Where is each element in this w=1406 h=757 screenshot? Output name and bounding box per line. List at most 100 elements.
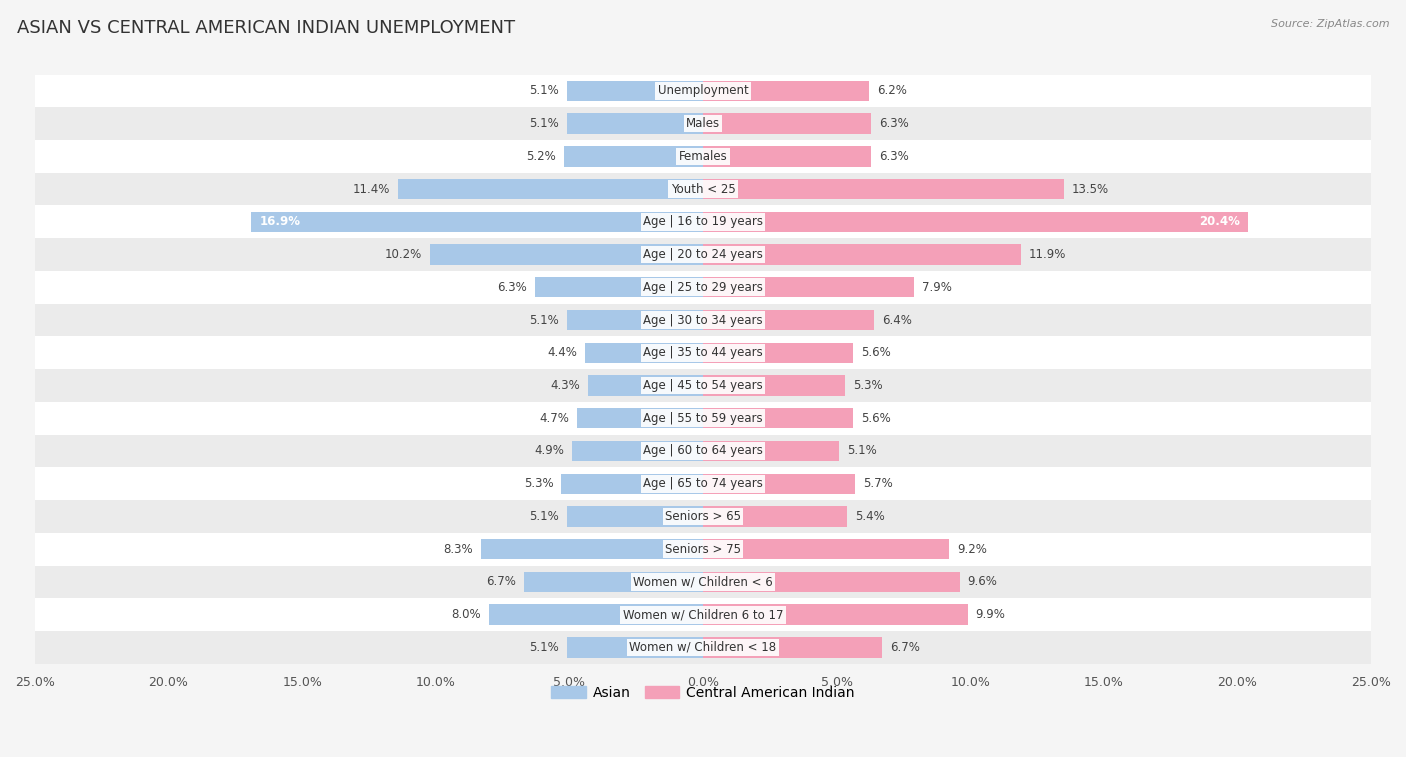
Bar bbox=[703, 375, 845, 396]
Bar bbox=[35, 238, 1371, 271]
Bar bbox=[703, 506, 848, 527]
Text: Age | 45 to 54 years: Age | 45 to 54 years bbox=[643, 379, 763, 392]
Bar bbox=[703, 277, 914, 298]
Bar bbox=[703, 81, 869, 101]
Bar bbox=[35, 598, 1371, 631]
Text: Age | 55 to 59 years: Age | 55 to 59 years bbox=[643, 412, 763, 425]
Bar bbox=[567, 637, 703, 658]
Text: Age | 25 to 29 years: Age | 25 to 29 years bbox=[643, 281, 763, 294]
Bar bbox=[561, 474, 703, 494]
Text: 5.2%: 5.2% bbox=[526, 150, 555, 163]
Bar bbox=[35, 631, 1371, 664]
Text: Source: ZipAtlas.com: Source: ZipAtlas.com bbox=[1271, 19, 1389, 29]
Bar bbox=[35, 173, 1371, 205]
Bar bbox=[35, 304, 1371, 336]
Bar bbox=[398, 179, 703, 199]
Bar bbox=[703, 605, 967, 625]
Bar bbox=[703, 146, 872, 167]
Text: Age | 65 to 74 years: Age | 65 to 74 years bbox=[643, 477, 763, 491]
Text: 5.1%: 5.1% bbox=[529, 510, 558, 523]
Bar bbox=[703, 212, 1249, 232]
Bar bbox=[35, 140, 1371, 173]
Text: 5.1%: 5.1% bbox=[529, 117, 558, 130]
Text: 9.9%: 9.9% bbox=[976, 608, 1005, 621]
Text: ASIAN VS CENTRAL AMERICAN INDIAN UNEMPLOYMENT: ASIAN VS CENTRAL AMERICAN INDIAN UNEMPLO… bbox=[17, 19, 515, 37]
Bar bbox=[35, 467, 1371, 500]
Text: 8.0%: 8.0% bbox=[451, 608, 481, 621]
Text: Age | 16 to 19 years: Age | 16 to 19 years bbox=[643, 215, 763, 229]
Bar bbox=[252, 212, 703, 232]
Bar bbox=[35, 402, 1371, 435]
Legend: Asian, Central American Indian: Asian, Central American Indian bbox=[546, 681, 860, 706]
Bar bbox=[703, 474, 855, 494]
Text: Age | 30 to 34 years: Age | 30 to 34 years bbox=[643, 313, 763, 326]
Text: 6.7%: 6.7% bbox=[890, 641, 920, 654]
Text: Age | 60 to 64 years: Age | 60 to 64 years bbox=[643, 444, 763, 457]
Text: 6.3%: 6.3% bbox=[879, 150, 910, 163]
Text: 4.4%: 4.4% bbox=[547, 346, 578, 360]
Text: 20.4%: 20.4% bbox=[1199, 215, 1240, 229]
Bar bbox=[578, 408, 703, 428]
Bar bbox=[35, 271, 1371, 304]
Bar bbox=[35, 369, 1371, 402]
Bar bbox=[567, 310, 703, 330]
Text: Age | 20 to 24 years: Age | 20 to 24 years bbox=[643, 248, 763, 261]
Bar bbox=[35, 565, 1371, 598]
Bar bbox=[430, 245, 703, 265]
Bar bbox=[35, 74, 1371, 107]
Text: 8.3%: 8.3% bbox=[443, 543, 474, 556]
Text: 6.2%: 6.2% bbox=[877, 84, 907, 98]
Text: 11.9%: 11.9% bbox=[1029, 248, 1066, 261]
Text: 4.3%: 4.3% bbox=[550, 379, 581, 392]
Bar bbox=[585, 343, 703, 363]
Bar bbox=[703, 408, 852, 428]
Text: Males: Males bbox=[686, 117, 720, 130]
Bar bbox=[35, 533, 1371, 565]
Text: 16.9%: 16.9% bbox=[259, 215, 301, 229]
Bar bbox=[588, 375, 703, 396]
Text: 9.6%: 9.6% bbox=[967, 575, 997, 588]
Bar bbox=[703, 572, 959, 592]
Bar bbox=[703, 245, 1021, 265]
Text: 13.5%: 13.5% bbox=[1071, 182, 1109, 195]
Text: 4.9%: 4.9% bbox=[534, 444, 564, 457]
Bar bbox=[703, 539, 949, 559]
Bar bbox=[481, 539, 703, 559]
Text: 4.7%: 4.7% bbox=[540, 412, 569, 425]
Text: 6.7%: 6.7% bbox=[486, 575, 516, 588]
Bar bbox=[703, 441, 839, 461]
Text: Women w/ Children < 18: Women w/ Children < 18 bbox=[630, 641, 776, 654]
Bar bbox=[567, 114, 703, 134]
Text: 5.3%: 5.3% bbox=[523, 477, 554, 491]
Text: 5.4%: 5.4% bbox=[855, 510, 884, 523]
Text: 5.1%: 5.1% bbox=[529, 641, 558, 654]
Bar bbox=[534, 277, 703, 298]
Text: Females: Females bbox=[679, 150, 727, 163]
Text: 11.4%: 11.4% bbox=[353, 182, 391, 195]
Text: 5.1%: 5.1% bbox=[848, 444, 877, 457]
Bar bbox=[564, 146, 703, 167]
Bar bbox=[35, 205, 1371, 238]
Text: Women w/ Children < 6: Women w/ Children < 6 bbox=[633, 575, 773, 588]
Text: 6.3%: 6.3% bbox=[879, 117, 910, 130]
Bar bbox=[35, 435, 1371, 467]
Text: 5.7%: 5.7% bbox=[863, 477, 893, 491]
Bar bbox=[35, 107, 1371, 140]
Bar bbox=[572, 441, 703, 461]
Text: 6.3%: 6.3% bbox=[496, 281, 527, 294]
Text: 5.6%: 5.6% bbox=[860, 412, 890, 425]
Text: 9.2%: 9.2% bbox=[957, 543, 987, 556]
Bar bbox=[703, 637, 882, 658]
Bar bbox=[567, 506, 703, 527]
Text: Age | 35 to 44 years: Age | 35 to 44 years bbox=[643, 346, 763, 360]
Bar bbox=[35, 500, 1371, 533]
Bar bbox=[567, 81, 703, 101]
Text: 5.3%: 5.3% bbox=[852, 379, 883, 392]
Text: 5.1%: 5.1% bbox=[529, 313, 558, 326]
Bar bbox=[489, 605, 703, 625]
Text: 6.4%: 6.4% bbox=[882, 313, 912, 326]
Bar bbox=[703, 114, 872, 134]
Text: 5.1%: 5.1% bbox=[529, 84, 558, 98]
Bar bbox=[703, 343, 852, 363]
Text: Seniors > 65: Seniors > 65 bbox=[665, 510, 741, 523]
